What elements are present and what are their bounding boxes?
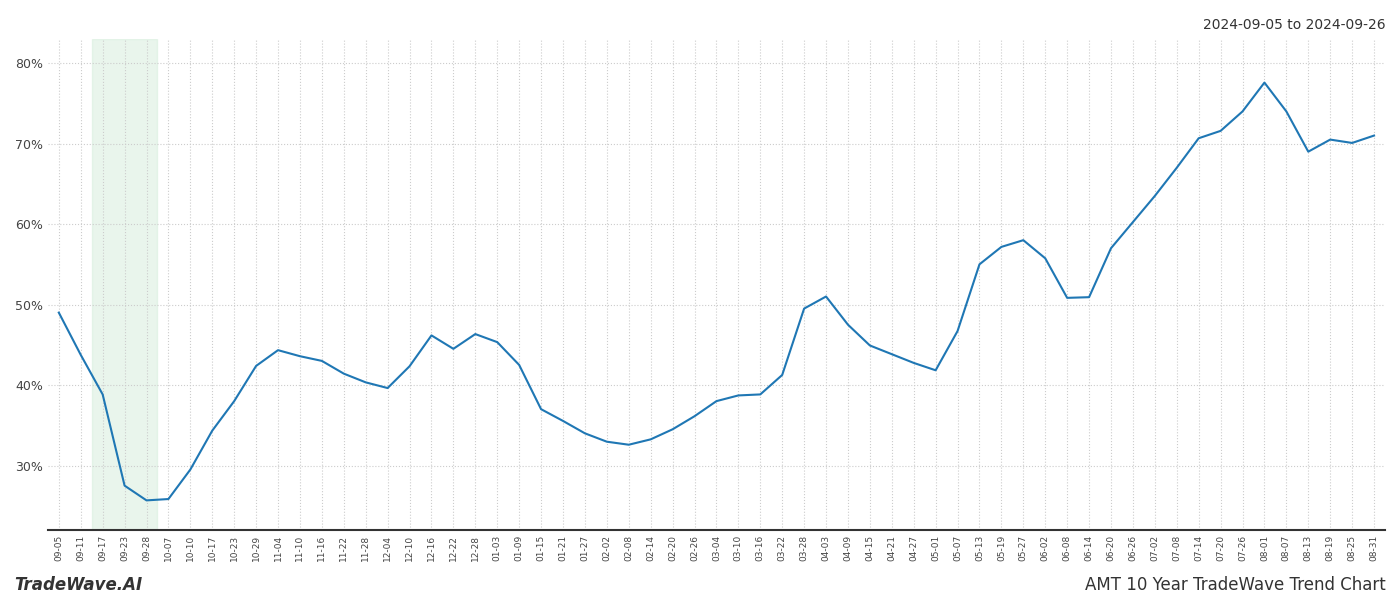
Text: AMT 10 Year TradeWave Trend Chart: AMT 10 Year TradeWave Trend Chart (1085, 576, 1386, 594)
Text: TradeWave.AI: TradeWave.AI (14, 576, 143, 594)
Bar (92, 39, 157, 530)
Text: 2024-09-05 to 2024-09-26: 2024-09-05 to 2024-09-26 (1204, 18, 1386, 32)
